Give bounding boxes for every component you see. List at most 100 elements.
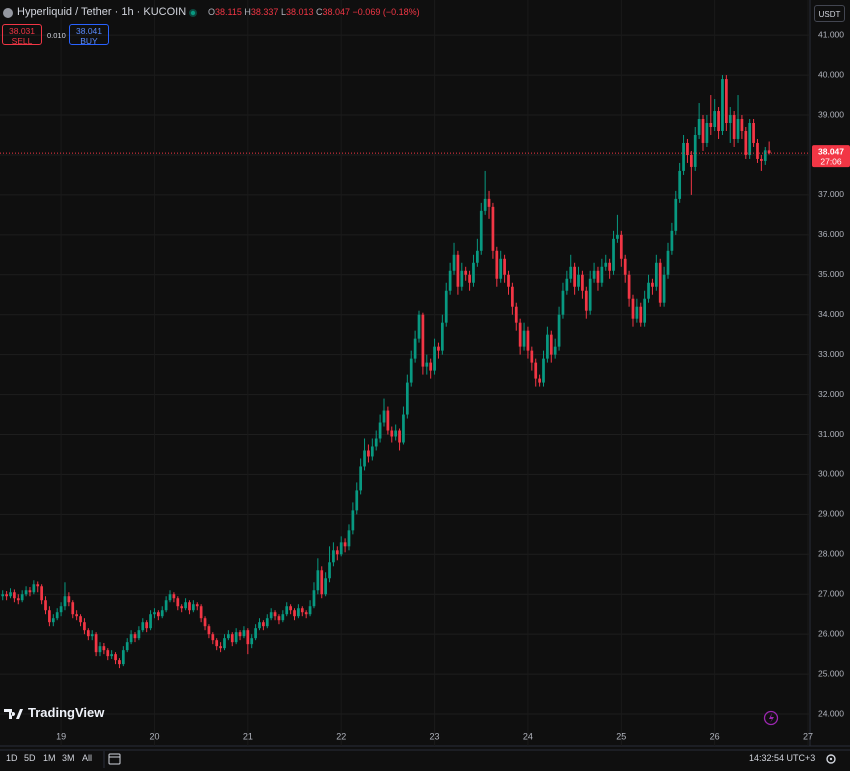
alert-bolt xyxy=(769,713,774,723)
candle-body xyxy=(503,258,506,275)
candle-body xyxy=(219,646,222,649)
sell-button[interactable]: 38.031 SELL xyxy=(2,24,42,46)
y-tick-label: 31.000 xyxy=(818,429,844,439)
candle-body xyxy=(269,612,273,619)
range-button[interactable]: 1M xyxy=(43,753,56,763)
ohlc-value: 38.013 xyxy=(285,7,314,17)
candle-body xyxy=(347,530,351,547)
y-tick-label: 39.000 xyxy=(818,109,844,119)
candle-body xyxy=(297,608,300,617)
candle-body xyxy=(693,134,697,167)
candle-body xyxy=(514,306,518,323)
candle-body xyxy=(118,660,121,665)
candle-body xyxy=(627,274,631,299)
candle-body xyxy=(507,274,510,287)
symbol-icon[interactable] xyxy=(3,8,13,18)
candle-body xyxy=(36,584,40,587)
candle-body xyxy=(312,590,316,607)
countdown-label: 27:06 xyxy=(820,156,842,166)
alert-icon[interactable] xyxy=(763,710,779,726)
candle-body xyxy=(647,282,650,299)
candle-body xyxy=(549,334,553,355)
candle-body xyxy=(417,314,421,339)
candle-body xyxy=(479,210,483,251)
candle-body xyxy=(658,262,662,303)
symbol-title[interactable]: Hyperliquid / Tether · 1h · KUCOIN xyxy=(17,6,187,18)
candle-body xyxy=(382,410,386,423)
x-tick-label: 23 xyxy=(430,731,440,741)
candle-body xyxy=(534,362,538,379)
buy-button[interactable]: 38.041 BUY xyxy=(69,24,109,46)
candle-body xyxy=(63,596,67,607)
candle-body xyxy=(674,198,678,231)
candle-body xyxy=(48,610,51,623)
candle-body xyxy=(308,606,312,615)
candle-body xyxy=(71,602,75,615)
ohlc-key: L xyxy=(280,7,286,17)
candle-body xyxy=(689,154,693,167)
ohlc-key: O xyxy=(208,7,216,17)
candle-body xyxy=(425,362,429,367)
candle-body xyxy=(156,612,160,617)
candle-body xyxy=(581,274,584,291)
range-button[interactable]: 3M xyxy=(62,753,75,763)
currency-select[interactable]: USDT xyxy=(814,5,845,22)
candle-body xyxy=(717,111,720,131)
range-button[interactable]: 5D xyxy=(24,753,36,763)
candle-body xyxy=(258,622,261,629)
candle-body xyxy=(273,612,277,617)
candle-body xyxy=(643,298,647,323)
buy-price: 38.041 xyxy=(76,26,102,36)
candle-body xyxy=(9,592,12,597)
candle-body xyxy=(623,258,627,275)
candle-body xyxy=(487,198,491,207)
candle-body xyxy=(281,614,285,621)
candle-body xyxy=(522,330,526,347)
candle-body xyxy=(199,606,203,619)
candle-body xyxy=(133,634,137,639)
candle-body xyxy=(355,490,359,511)
candle-body xyxy=(398,430,401,443)
candle-body xyxy=(724,79,728,124)
candle-body xyxy=(153,612,156,615)
candle-body xyxy=(444,290,448,323)
candle-body xyxy=(678,170,682,199)
range-button[interactable]: 1D xyxy=(6,753,18,763)
ohlc-key: H xyxy=(244,7,251,17)
candle-body xyxy=(588,278,592,311)
candle-body xyxy=(518,322,522,347)
candle-body xyxy=(223,638,226,649)
candle-body xyxy=(631,298,635,319)
candle-body xyxy=(608,262,612,271)
candle-body xyxy=(168,594,172,601)
y-tick-label: 30.000 xyxy=(818,469,844,479)
candle-body xyxy=(763,150,767,161)
candle-body xyxy=(405,382,409,415)
y-tick-label: 35.000 xyxy=(818,269,844,279)
y-tick-label: 27.000 xyxy=(818,588,844,598)
clock[interactable]: 14:32:54 UTC+3 xyxy=(749,753,816,763)
candle-body xyxy=(59,606,63,613)
candle-body xyxy=(102,646,106,651)
candle-body xyxy=(413,338,417,359)
candle-body xyxy=(635,306,639,319)
candle-body xyxy=(452,254,456,271)
candle-body xyxy=(5,594,8,597)
x-tick-label: 25 xyxy=(616,731,626,741)
x-tick-label: 22 xyxy=(336,731,346,741)
y-tick-label: 36.000 xyxy=(818,229,844,239)
candle-body xyxy=(137,630,141,639)
candle-body xyxy=(409,358,413,383)
candle-body xyxy=(584,290,588,311)
candle-body xyxy=(339,542,343,555)
calendar-icon[interactable] xyxy=(108,753,121,765)
ohlc-value: 38.337 xyxy=(250,7,279,17)
candle-body xyxy=(67,596,71,603)
candle-body xyxy=(732,115,736,139)
settings-icon[interactable] xyxy=(826,754,836,764)
y-tick-label: 29.000 xyxy=(818,509,844,519)
candle-body xyxy=(176,598,180,607)
range-button[interactable]: All xyxy=(82,753,93,763)
candle-body xyxy=(164,600,168,611)
